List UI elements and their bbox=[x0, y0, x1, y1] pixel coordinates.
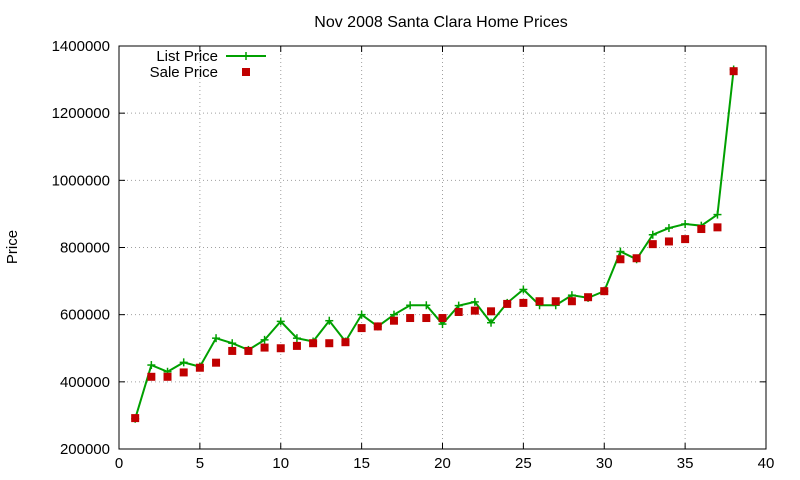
data-point bbox=[470, 306, 479, 315]
data-point bbox=[260, 335, 269, 344]
data-point bbox=[357, 310, 366, 319]
data-point bbox=[600, 287, 609, 296]
data-point bbox=[616, 247, 625, 256]
series-layer bbox=[131, 65, 738, 423]
y-tick-label: 1200000 bbox=[52, 105, 110, 122]
data-point bbox=[422, 301, 431, 310]
data-point bbox=[664, 224, 673, 233]
data-point bbox=[567, 297, 576, 306]
data-point bbox=[179, 368, 188, 377]
data-point bbox=[260, 343, 269, 352]
data-point bbox=[244, 346, 253, 355]
y-tick-label: 800000 bbox=[60, 240, 110, 257]
data-point bbox=[648, 230, 657, 239]
data-point bbox=[147, 372, 156, 381]
data-point bbox=[422, 314, 431, 323]
data-point bbox=[195, 363, 204, 372]
data-point bbox=[147, 361, 156, 370]
data-point bbox=[503, 299, 512, 308]
data-point bbox=[228, 339, 237, 348]
data-point bbox=[276, 317, 285, 326]
legend-label: Sale Price bbox=[150, 64, 218, 81]
data-point bbox=[519, 298, 528, 307]
data-point bbox=[438, 314, 447, 323]
data-point bbox=[212, 334, 221, 343]
y-tick-label: 1000000 bbox=[52, 172, 110, 189]
data-point bbox=[292, 341, 301, 350]
data-point bbox=[406, 301, 415, 310]
data-point bbox=[519, 285, 528, 294]
y-tick-label: 400000 bbox=[60, 374, 110, 391]
y-tick-label: 600000 bbox=[60, 307, 110, 324]
data-point bbox=[276, 344, 285, 353]
data-point bbox=[616, 255, 625, 264]
series-1 bbox=[131, 65, 738, 423]
x-tick-label: 15 bbox=[353, 455, 370, 472]
data-point bbox=[470, 297, 479, 306]
data-point bbox=[584, 293, 593, 302]
y-tick-label: 200000 bbox=[60, 441, 110, 458]
data-point bbox=[681, 219, 690, 228]
data-point bbox=[179, 358, 188, 367]
data-point bbox=[713, 223, 722, 232]
axis-ticks: 0 5 10 15 20 25 30 35 40 200000 400000 600000 800000… bbox=[52, 38, 775, 472]
data-point bbox=[325, 339, 334, 348]
chart-title: Nov 2008 Santa Clara Home Prices bbox=[314, 14, 567, 31]
grid bbox=[119, 46, 766, 449]
data-point bbox=[163, 372, 172, 381]
x-tick-label: 0 bbox=[115, 455, 123, 472]
x-tick-label: 20 bbox=[434, 455, 451, 472]
x-tick-label: 35 bbox=[677, 455, 694, 472]
data-point bbox=[454, 307, 463, 316]
data-point bbox=[648, 240, 657, 249]
data-point bbox=[309, 339, 318, 348]
data-point bbox=[131, 414, 140, 423]
data-point bbox=[487, 307, 496, 316]
data-point bbox=[487, 318, 496, 327]
x-tick-label: 10 bbox=[272, 455, 289, 472]
data-point bbox=[292, 334, 301, 343]
data-point bbox=[389, 316, 398, 325]
y-axis-label: Price bbox=[4, 230, 21, 264]
data-point bbox=[697, 225, 706, 234]
data-point bbox=[357, 324, 366, 333]
data-point bbox=[551, 297, 560, 306]
data-point bbox=[406, 314, 415, 323]
x-tick-label: 5 bbox=[196, 455, 204, 472]
legend-swatch-marker bbox=[242, 68, 250, 76]
series-2 bbox=[131, 67, 738, 423]
data-point bbox=[632, 254, 641, 263]
series-line bbox=[134, 69, 735, 420]
data-point bbox=[325, 316, 334, 325]
x-tick-label: 25 bbox=[515, 455, 532, 472]
data-point bbox=[341, 338, 350, 347]
legend-swatch-marker bbox=[242, 52, 250, 60]
data-point bbox=[729, 67, 738, 76]
data-point bbox=[212, 358, 221, 367]
data-point bbox=[713, 210, 722, 219]
data-point bbox=[228, 346, 237, 355]
legend-label: List Price bbox=[156, 48, 218, 65]
x-tick-label: 30 bbox=[596, 455, 613, 472]
y-tick-label: 1400000 bbox=[52, 38, 110, 55]
data-point bbox=[373, 322, 382, 331]
x-tick-label: 40 bbox=[758, 455, 775, 472]
data-point bbox=[681, 235, 690, 244]
data-point bbox=[535, 297, 544, 306]
data-point bbox=[664, 237, 673, 246]
